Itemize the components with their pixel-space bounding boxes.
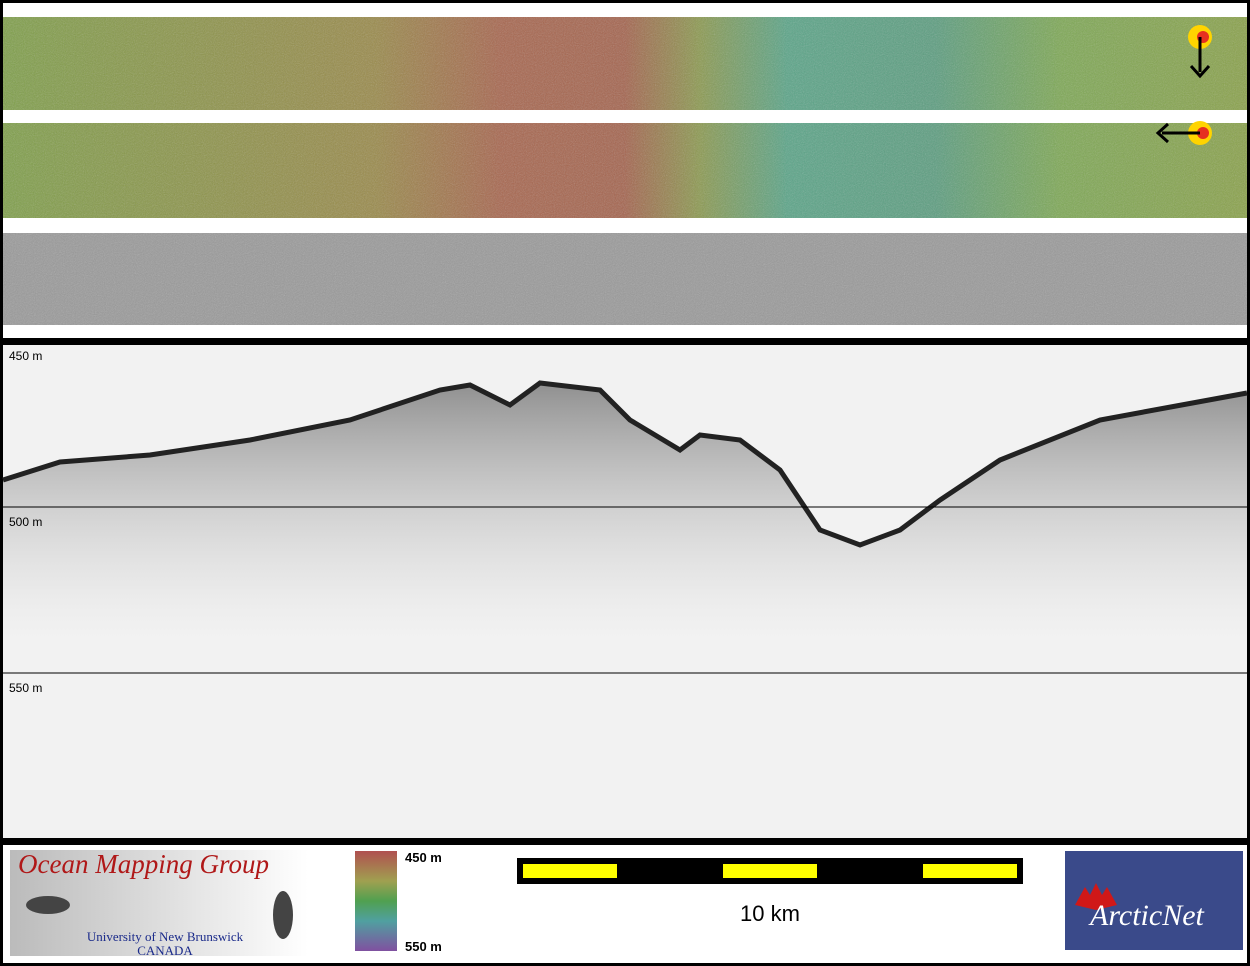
logo-art	[273, 891, 293, 939]
texture	[3, 233, 1247, 325]
depth-label: 500 m	[9, 515, 42, 529]
scale-label: 10 km	[740, 901, 800, 926]
colorbar-label: 550 m	[405, 939, 442, 954]
partner-text: ArcticNet	[1088, 899, 1205, 932]
sun-icon	[1155, 25, 1212, 145]
logo-title: Ocean Mapping Group	[18, 849, 269, 879]
logo-subtitle: University of New Brunswick	[87, 929, 244, 944]
maple-leaf	[1075, 883, 1117, 910]
seafloor	[2, 380, 1248, 548]
depth-label: 450 m	[9, 349, 42, 363]
colorbar-label: 450 m	[405, 850, 442, 865]
texture	[3, 17, 1247, 110]
logo-country: CANADA	[137, 943, 193, 958]
logo-art	[26, 896, 70, 914]
texture	[3, 123, 1247, 218]
colorbar	[355, 851, 397, 951]
subbottom	[3, 383, 1247, 640]
depth-label: 550 m	[9, 681, 42, 695]
scale-bar	[517, 858, 1023, 884]
